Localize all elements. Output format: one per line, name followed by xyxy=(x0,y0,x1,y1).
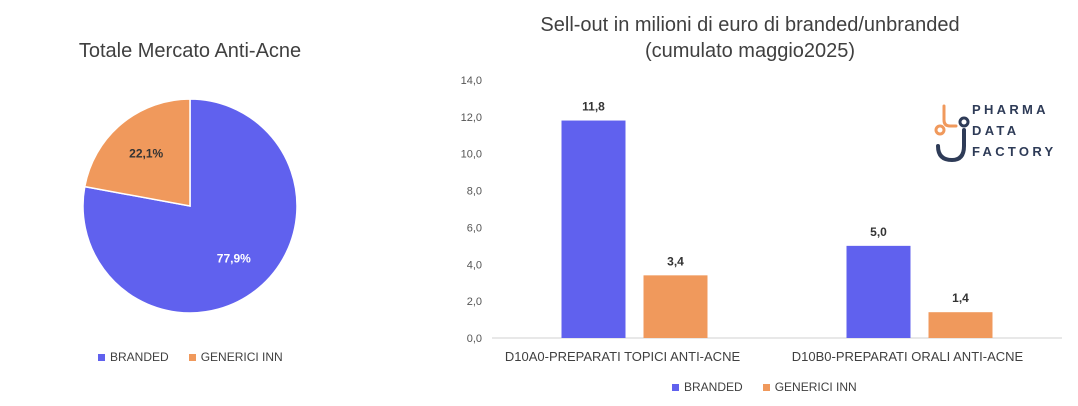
bar-generici-inn xyxy=(928,312,993,338)
y-tick-label: 0,0 xyxy=(467,333,482,345)
bar-branded xyxy=(846,245,911,338)
bar-legend-label: BRANDED xyxy=(684,380,743,394)
bar-data-label: 1,4 xyxy=(952,291,969,305)
y-tick-label: 2,0 xyxy=(467,296,482,308)
pie-legend-label: BRANDED xyxy=(110,350,169,364)
pie-slice-generici-inn xyxy=(83,98,191,207)
bar-data-label: 5,0 xyxy=(870,225,887,239)
pie-legend-item-generici: GENERICI INN xyxy=(188,350,283,364)
x-category-label: D10A0-PREPARATI TOPICI ANTI-ACNE xyxy=(505,349,741,364)
bar-chart-title: Sell-out in milioni di euro di branded/u… xyxy=(440,12,1060,64)
pie-legend: BRANDED GENERICI INN xyxy=(98,350,283,364)
x-category-label: D10B0-PREPARATI ORALI ANTI-ACNE xyxy=(792,349,1024,364)
bar-generici-inn xyxy=(643,275,708,338)
legend-swatch-branded xyxy=(98,353,105,361)
pharma-data-factory-logo: PHARMA DATA FACTORY xyxy=(934,100,1078,166)
bar-branded xyxy=(561,120,626,339)
y-tick-label: 14,0 xyxy=(461,75,482,87)
pie-legend-label: GENERICI INN xyxy=(200,350,283,364)
y-tick-label: 10,0 xyxy=(461,149,482,161)
bar-legend-item-branded: BRANDED xyxy=(672,380,743,394)
bar-legend-item-generici: GENERICI INN xyxy=(762,380,857,394)
y-tick-label: 8,0 xyxy=(467,186,482,198)
bar-legend: BRANDED GENERICI INN xyxy=(672,380,857,394)
bar-chart-subtitle: (cumulato maggio2025) xyxy=(644,40,856,62)
logo-word: DATA xyxy=(972,123,1020,138)
pie-legend-item-branded: BRANDED xyxy=(98,350,169,364)
bar-data-label: 11,8 xyxy=(582,100,605,114)
logo-mark-icon xyxy=(934,104,970,163)
bar-legend-label: GENERICI INN xyxy=(774,380,857,394)
logo-word: FACTORY xyxy=(972,144,1057,159)
pie-chart: 77,9% 22,1% xyxy=(82,98,298,314)
y-tick-label: 4,0 xyxy=(467,259,482,271)
pie-data-label: 22,1% xyxy=(129,146,163,160)
pie-slice-branded xyxy=(82,98,298,314)
bar-data-label: 3,4 xyxy=(667,254,684,268)
legend-swatch-branded xyxy=(672,383,679,391)
legend-swatch-generici xyxy=(188,353,196,361)
pie-data-label: 77,9% xyxy=(217,252,251,266)
bar-chart-title-line: Sell-out in milioni di euro di branded/u… xyxy=(540,14,960,36)
logo-word: PHARMA xyxy=(972,102,1049,117)
pie-chart-title: Totale Mercato Anti-Acne xyxy=(78,40,302,62)
y-tick-label: 12,0 xyxy=(461,112,482,124)
y-tick-label: 6,0 xyxy=(467,222,482,234)
legend-swatch-generici xyxy=(762,383,770,391)
